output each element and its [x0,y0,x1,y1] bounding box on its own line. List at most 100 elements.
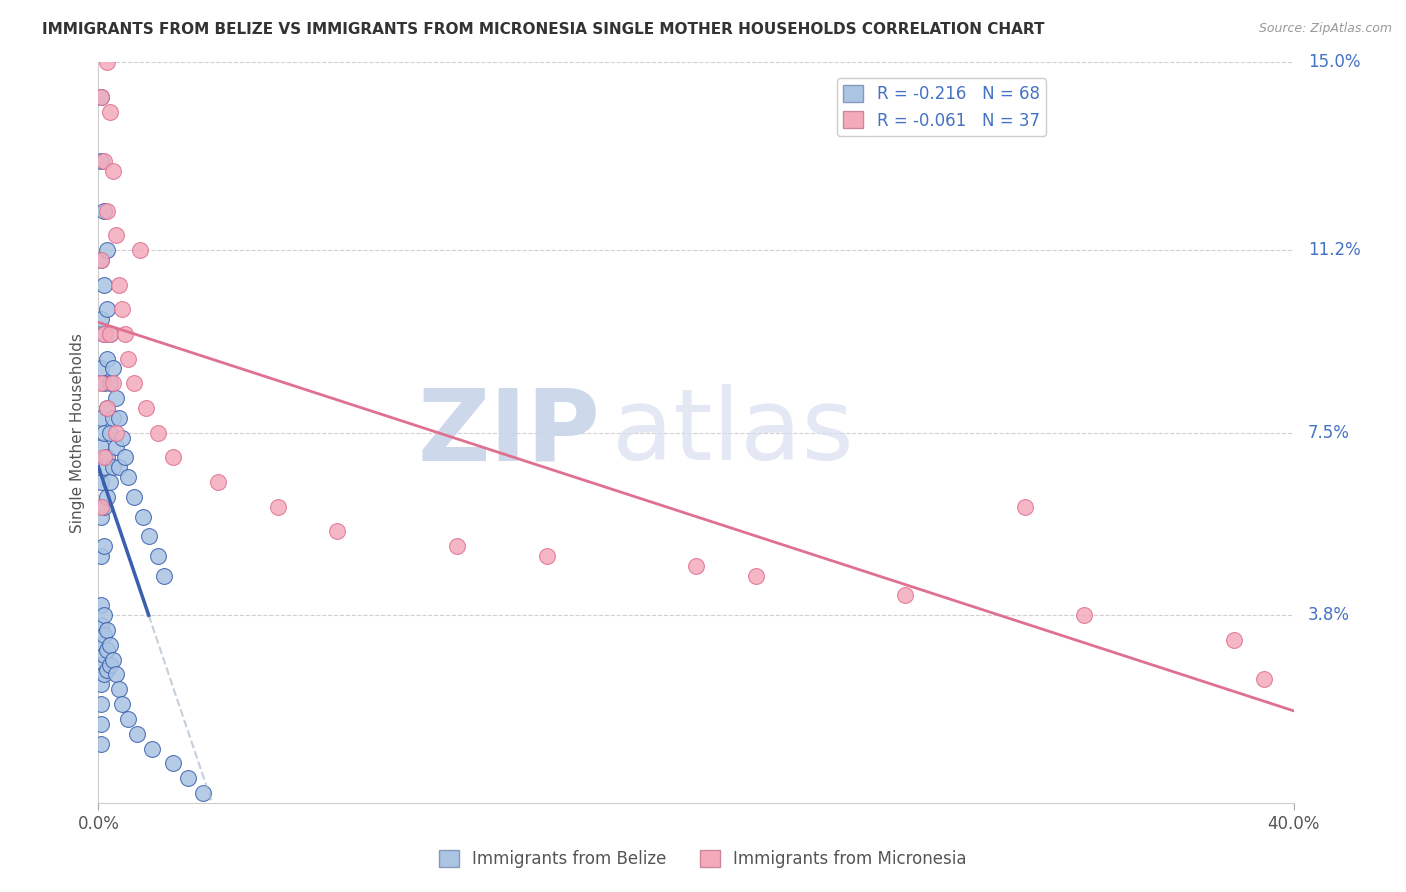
Point [98,326,122,341]
Point [103,410,125,425]
Point [105,667,128,681]
Point [132,509,155,524]
Point [108,682,131,697]
Point [96,351,118,366]
Point [98,638,122,652]
Legend: R = -0.216   N = 68, R = -0.061   N = 37: R = -0.216 N = 68, R = -0.061 N = 37 [837,78,1046,136]
Point [98,326,122,341]
Point [103,460,125,475]
Point [108,410,131,425]
Point [93,460,115,475]
Point [162,450,184,465]
Point [117,470,139,484]
Point [103,376,125,391]
Point [96,623,118,637]
Point [98,376,122,391]
Point [90,376,112,391]
Point [96,55,118,70]
Point [191,786,214,800]
Text: IMMIGRANTS FROM BELIZE VS IMMIGRANTS FROM MICRONESIA SINGLE MOTHER HOUSEHOLDS CO: IMMIGRANTS FROM BELIZE VS IMMIGRANTS FRO… [42,22,1045,37]
Point [127,727,149,741]
Text: 11.2%: 11.2% [1308,241,1361,259]
Point [207,475,229,489]
Point [96,203,118,218]
Point [103,164,125,178]
Point [96,243,118,257]
Point [90,252,112,267]
Point [108,277,131,292]
Point [1253,673,1275,687]
Point [90,716,112,731]
Point [1014,500,1036,514]
Point [93,376,115,391]
Point [267,500,290,514]
Point [129,243,152,257]
Point [111,431,134,445]
Point [93,539,115,553]
Point [90,90,112,104]
Point [105,425,128,440]
Point [108,460,131,475]
Point [98,425,122,440]
Point [93,326,115,341]
Point [98,657,122,672]
Point [446,539,468,553]
Point [148,425,170,440]
Point [90,361,112,376]
Point [685,558,707,573]
Text: 15.0%: 15.0% [1308,54,1361,71]
Point [93,154,115,169]
Point [105,441,128,455]
Point [90,441,112,455]
Point [1073,608,1095,623]
Text: Source: ZipAtlas.com: Source: ZipAtlas.com [1258,22,1392,36]
Point [148,549,170,563]
Point [93,628,115,642]
Point [96,490,118,504]
Point [117,351,139,366]
Point [90,638,112,652]
Point [93,667,115,681]
Point [124,376,146,391]
Point [141,741,163,756]
Point [103,361,125,376]
Point [162,756,184,771]
Point [98,104,122,119]
Point [894,589,917,603]
Point [90,312,112,326]
Point [745,568,768,582]
Legend: Immigrants from Belize, Immigrants from Micronesia: Immigrants from Belize, Immigrants from … [433,843,973,875]
Point [96,302,118,317]
Point [105,228,128,243]
Point [93,425,115,440]
Point [96,663,118,677]
Point [326,524,349,539]
Point [114,326,136,341]
Point [114,450,136,465]
Point [90,697,112,711]
Point [105,391,128,405]
Point [93,500,115,514]
Text: atlas: atlas [613,384,853,481]
Point [93,450,115,465]
Point [96,401,118,415]
Y-axis label: Single Mother Households: Single Mother Households [69,333,84,533]
Point [177,771,200,785]
Point [111,302,134,317]
Point [90,410,112,425]
Point [111,697,134,711]
Point [90,618,112,632]
Point [124,490,146,504]
Point [93,326,115,341]
Point [90,599,112,613]
Point [90,737,112,751]
Point [90,90,112,104]
Point [96,401,118,415]
Point [1223,632,1246,647]
Point [90,154,112,169]
Point [138,529,160,543]
Point [90,657,112,672]
Point [96,642,118,657]
Point [98,475,122,489]
Point [153,568,176,582]
